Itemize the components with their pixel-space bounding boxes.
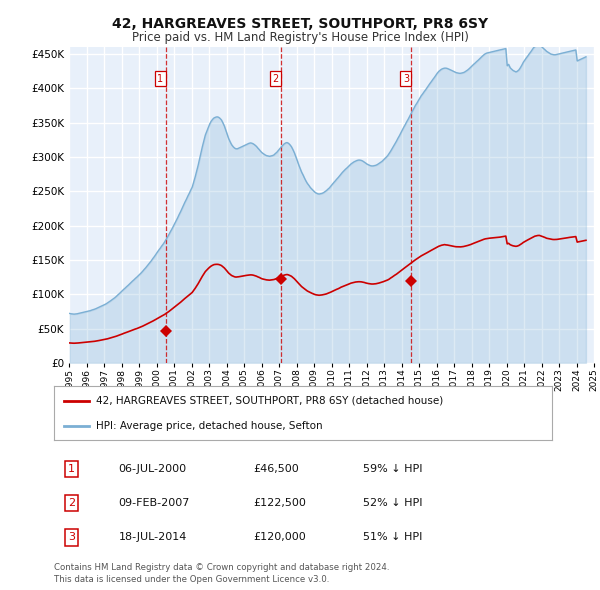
Text: £46,500: £46,500 (253, 464, 299, 474)
Text: 2: 2 (272, 74, 279, 84)
Text: 51% ↓ HPI: 51% ↓ HPI (363, 532, 422, 542)
Text: This data is licensed under the Open Government Licence v3.0.: This data is licensed under the Open Gov… (54, 575, 329, 584)
Text: 59% ↓ HPI: 59% ↓ HPI (363, 464, 422, 474)
Text: 06-JUL-2000: 06-JUL-2000 (119, 464, 187, 474)
Text: 18-JUL-2014: 18-JUL-2014 (119, 532, 187, 542)
Text: 1: 1 (68, 464, 75, 474)
Text: Contains HM Land Registry data © Crown copyright and database right 2024.: Contains HM Land Registry data © Crown c… (54, 563, 389, 572)
Text: 3: 3 (68, 532, 75, 542)
Text: £120,000: £120,000 (253, 532, 306, 542)
Text: 09-FEB-2007: 09-FEB-2007 (119, 498, 190, 508)
Text: 52% ↓ HPI: 52% ↓ HPI (363, 498, 422, 508)
Text: 3: 3 (403, 74, 409, 84)
Text: Price paid vs. HM Land Registry's House Price Index (HPI): Price paid vs. HM Land Registry's House … (131, 31, 469, 44)
Text: £122,500: £122,500 (253, 498, 306, 508)
Text: 2: 2 (68, 498, 75, 508)
Text: 42, HARGREAVES STREET, SOUTHPORT, PR8 6SY: 42, HARGREAVES STREET, SOUTHPORT, PR8 6S… (112, 17, 488, 31)
Text: HPI: Average price, detached house, Sefton: HPI: Average price, detached house, Seft… (97, 421, 323, 431)
Text: 42, HARGREAVES STREET, SOUTHPORT, PR8 6SY (detached house): 42, HARGREAVES STREET, SOUTHPORT, PR8 6S… (97, 396, 443, 406)
Text: 1: 1 (157, 74, 163, 84)
